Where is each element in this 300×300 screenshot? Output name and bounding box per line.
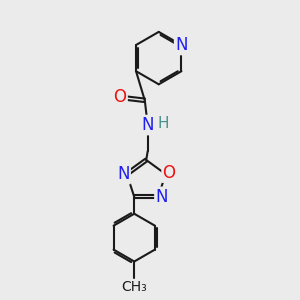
Text: H: H <box>158 116 169 131</box>
Text: N: N <box>117 165 130 183</box>
Text: O: O <box>113 88 127 106</box>
Text: N: N <box>141 116 154 134</box>
Text: N: N <box>175 36 188 54</box>
Text: N: N <box>155 188 168 206</box>
Text: O: O <box>163 164 176 181</box>
Text: CH₃: CH₃ <box>122 280 147 294</box>
